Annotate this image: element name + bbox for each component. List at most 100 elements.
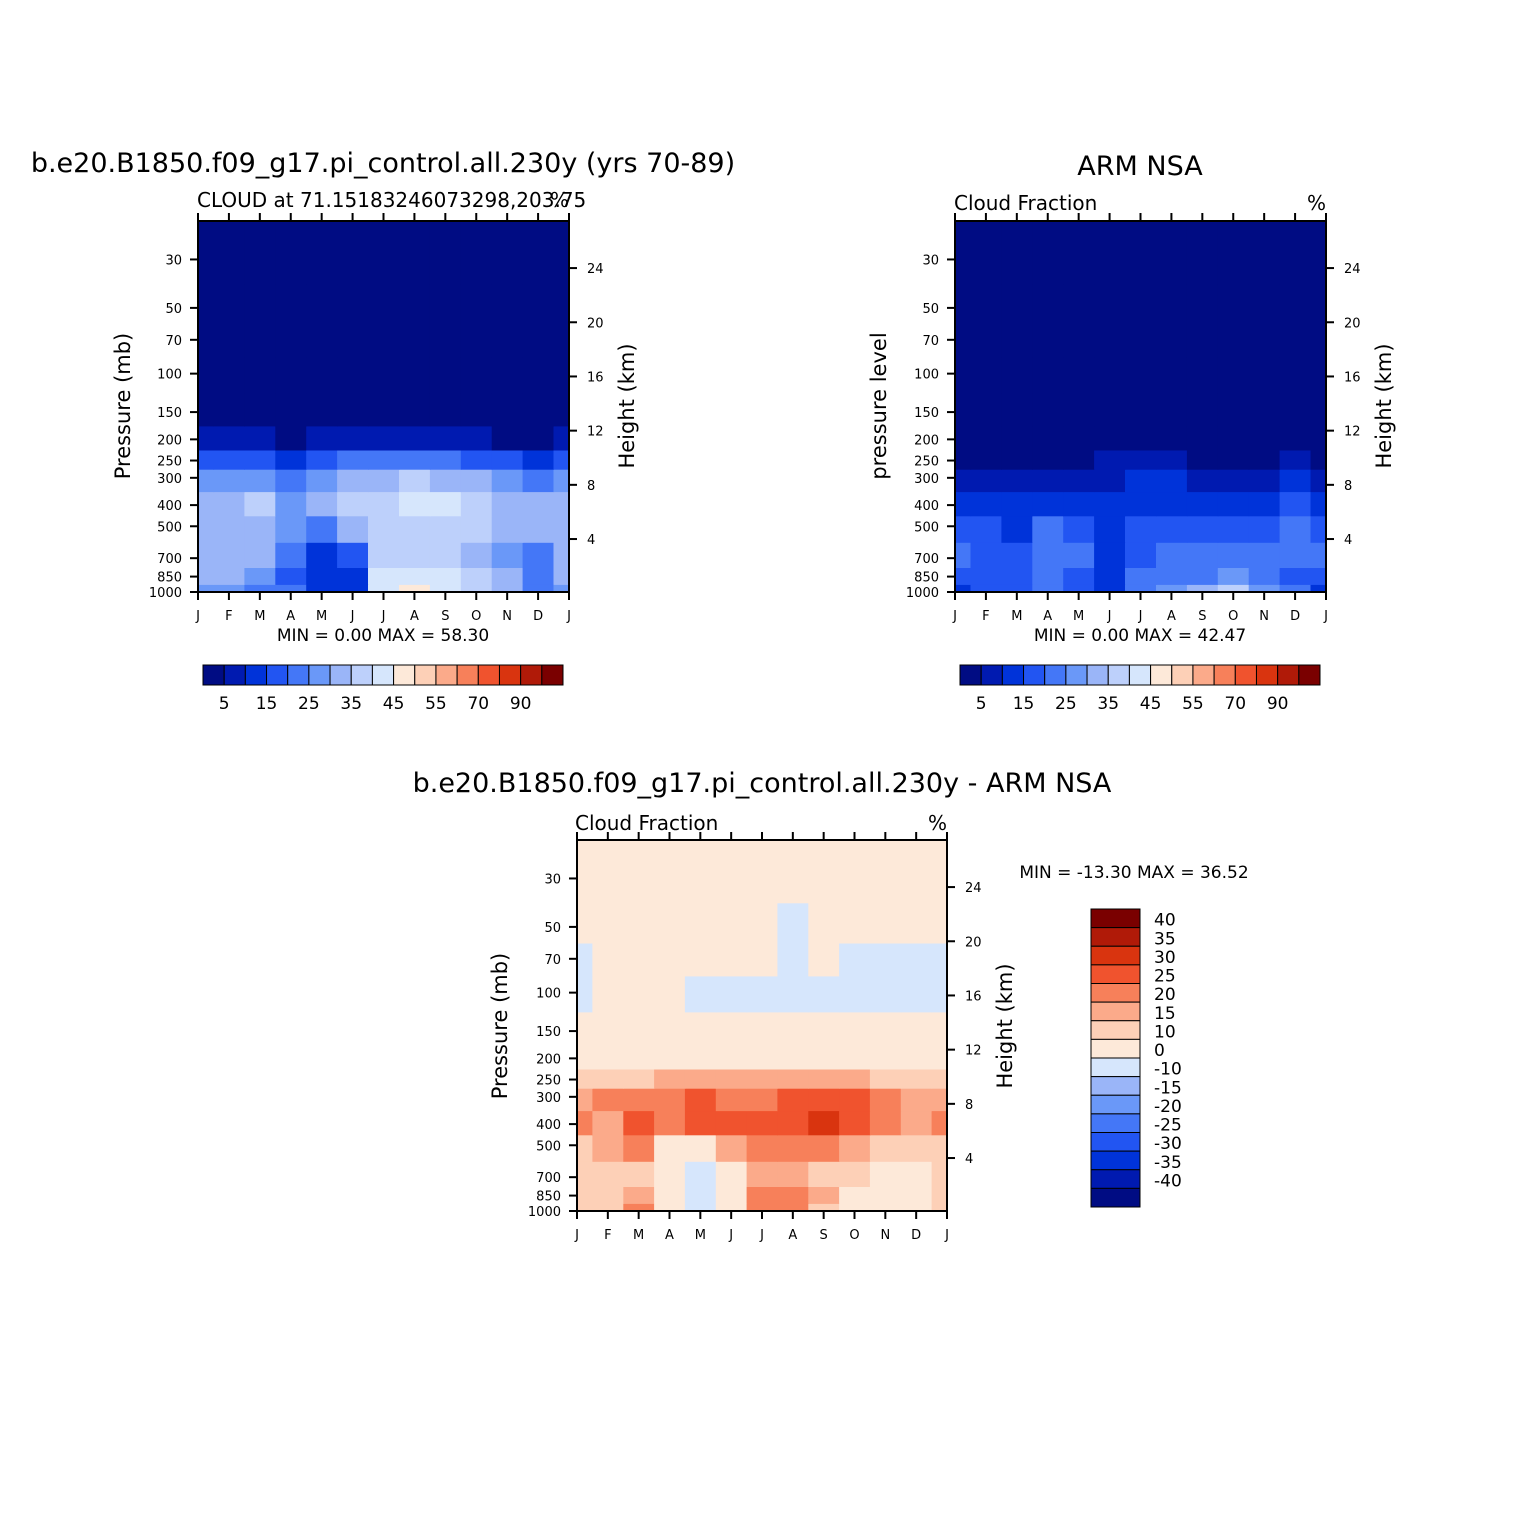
heatmap-cell: [1248, 449, 1281, 470]
x-tick-label: A: [788, 1228, 797, 1243]
heatmap-cell: [654, 1186, 686, 1204]
colorbar-label: 20: [1154, 985, 1176, 1005]
heatmap-cell: [337, 392, 369, 427]
heatmap-cell: [715, 1186, 748, 1204]
heatmap-cell: [1156, 567, 1188, 585]
y-tick-label: 850: [157, 571, 182, 586]
heatmap-cell: [777, 840, 809, 904]
heatmap-cell: [522, 221, 555, 285]
heatmap-cell: [746, 1161, 778, 1187]
y-tick-label: 70: [922, 334, 939, 349]
heatmap-cell: [244, 392, 276, 427]
heatmap-cell: [522, 469, 555, 493]
heatmap-cell: [1063, 567, 1095, 585]
model-minmax: MIN = 0.00 MAX = 58.30: [277, 626, 489, 646]
heatmap-cell: [577, 1068, 593, 1089]
heatmap-cell: [684, 840, 717, 904]
heatmap-cell: [955, 515, 972, 543]
heatmap-cell: [869, 1186, 902, 1204]
heatmap-cell: [577, 1110, 593, 1136]
heatmap-cell: [777, 1068, 809, 1089]
heatmap-cell: [1279, 491, 1312, 517]
heatmap-cell: [623, 1068, 655, 1089]
colorbar-label: 15: [256, 694, 278, 714]
heatmap-cell: [553, 584, 570, 593]
height-tick-label: 20: [965, 935, 982, 950]
obs-ylabel-right: Height (km): [1372, 343, 1396, 468]
y-tick-label: 100: [536, 987, 561, 1002]
colorbar-label: -25: [1154, 1116, 1182, 1136]
diff-subtitle: Cloud Fraction: [575, 811, 718, 835]
height-tick-label: 4: [1344, 533, 1352, 548]
heatmap-cell: [522, 323, 555, 358]
heatmap-cell: [275, 283, 307, 325]
y-tick-label: 400: [914, 499, 939, 514]
y-tick-label: 250: [157, 455, 182, 470]
model-colorbar: 5 15 25 35 45 55 70 90: [202, 664, 564, 714]
colorbar-swatch: [1255, 664, 1279, 686]
heatmap-cell: [1063, 449, 1095, 470]
heatmap-cell: [1310, 542, 1327, 568]
heatmap-cell: [839, 1110, 871, 1136]
y-tick-label: 1000: [906, 586, 939, 601]
height-tick-label: 8: [1344, 479, 1352, 494]
heatmap-cell: [654, 1134, 686, 1162]
heatmap-cell: [931, 1203, 948, 1212]
heatmap-cell: [684, 1161, 717, 1187]
heatmap-cell: [1001, 425, 1033, 451]
heatmap-cell: [955, 221, 972, 285]
heatmap-cell: [1094, 542, 1126, 568]
heatmap-cell: [1125, 283, 1157, 325]
y-tick-label: 1000: [528, 1205, 561, 1220]
heatmap-cell: [213, 491, 245, 517]
y-tick-label: 150: [914, 406, 939, 421]
heatmap-cell: [213, 356, 245, 394]
y-tick-label: 30: [922, 253, 939, 268]
heatmap-cell: [577, 942, 593, 977]
heatmap-cell: [337, 323, 369, 358]
colorbar-swatch: [541, 664, 564, 686]
heatmap-cell: [399, 542, 431, 568]
heatmap-cell: [553, 283, 570, 325]
heatmap-cell: [900, 1110, 933, 1136]
obs-ylabel-left: pressure level: [867, 332, 891, 479]
heatmap-cell: [839, 1088, 871, 1112]
x-tick-label: J: [566, 609, 571, 624]
heatmap-cell: [955, 425, 972, 451]
height-tick-label: 20: [587, 316, 604, 331]
heatmap-cell: [1094, 567, 1126, 585]
heatmap-cell: [839, 1186, 871, 1204]
colorbar-label: -40: [1154, 1171, 1182, 1191]
colorbar-swatch: [1090, 1150, 1141, 1171]
heatmap-cell: [869, 1011, 902, 1046]
y-tick-label: 250: [536, 1074, 561, 1089]
x-tick-label: J: [350, 609, 355, 624]
colorbar-swatch: [1128, 664, 1152, 686]
x-tick-label: M: [316, 609, 327, 624]
heatmap-cell: [1001, 356, 1033, 394]
heatmap-cell: [399, 491, 431, 517]
x-tick-label: J: [759, 1228, 764, 1243]
colorbar-swatch: [477, 664, 500, 686]
heatmap-cell: [684, 1088, 717, 1112]
colorbar-swatch: [980, 664, 1003, 686]
heatmap-cell: [1217, 491, 1250, 517]
x-tick-label: A: [410, 609, 419, 624]
heatmap-cell: [1310, 491, 1327, 517]
heatmap-cell: [1217, 221, 1250, 285]
heatmap-cell: [275, 567, 307, 585]
heatmap-cell: [1125, 469, 1157, 493]
diff-heatmap-panel: J F M A M J J A S O N D J100085070050040030025020015…: [528, 832, 982, 1243]
heatmap-cell: [684, 1186, 717, 1204]
height-tick-label: 20: [1344, 316, 1361, 331]
heatmap-cell: [654, 840, 686, 904]
height-tick-label: 8: [587, 479, 595, 494]
heatmap-cell: [198, 392, 215, 427]
colorbar-swatch: [1086, 664, 1109, 686]
x-tick-label: O: [471, 609, 481, 624]
heatmap-cell: [1217, 356, 1250, 394]
heatmap-cell: [931, 942, 948, 977]
heatmap-cell: [198, 449, 215, 470]
heatmap-cell: [244, 221, 276, 285]
heatmap-cell: [198, 425, 215, 451]
